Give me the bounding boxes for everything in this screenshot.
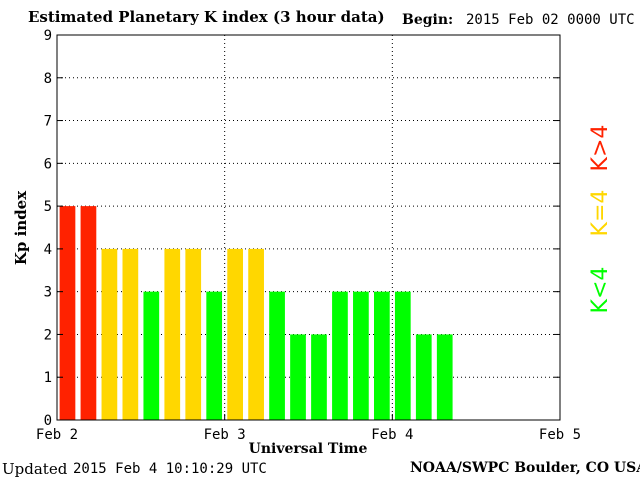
y-tick-label: 2	[44, 327, 52, 343]
kp-bar	[373, 291, 390, 420]
x-axis-label: Universal Time	[249, 441, 368, 457]
x-tick-label: Feb 4	[371, 427, 413, 443]
y-tick-label: 4	[44, 242, 52, 258]
y-tick-label: 6	[44, 156, 52, 172]
x-axis: Feb 2 Feb 3 Feb 4 Feb 5	[36, 414, 581, 443]
kp-bar	[80, 206, 97, 420]
chart-title: Estimated Planetary K index (3 hour data…	[28, 8, 385, 26]
y-tick-label: 7	[44, 114, 52, 130]
legend-k-equal-4: K=4	[588, 190, 613, 237]
kp-bar	[185, 248, 202, 420]
x-tick-label: Feb 2	[36, 427, 78, 443]
kp-bar	[394, 291, 411, 420]
y-axis: 0 1 2 3 4 5 6 7 8 9	[44, 28, 560, 429]
y-tick-label: 3	[44, 285, 52, 301]
kp-bar	[311, 334, 327, 420]
x-tick-label: Feb 3	[204, 427, 246, 443]
credit-text: NOAA/SWPC Boulder, CO USA	[410, 460, 640, 476]
kp-bar	[415, 334, 432, 420]
y-tick-label: 5	[44, 199, 52, 215]
plot-frame	[56, 34, 561, 421]
kp-bar	[290, 334, 306, 420]
kp-bar	[248, 248, 264, 420]
x-tick-label: Feb 5	[539, 427, 581, 443]
y-tick-label: 0	[44, 413, 52, 429]
bar-series	[59, 206, 453, 420]
kp-bar	[101, 248, 118, 420]
updated-label: Updated	[2, 460, 68, 478]
begin-date: 2015 Feb 02 0000 UTC	[466, 12, 635, 28]
y-tick-label: 1	[44, 370, 52, 386]
updated-timestamp: 2015 Feb 4 10:10:29 UTC	[73, 461, 267, 477]
grid-lines	[57, 34, 560, 420]
legend-k-above-4: K>4	[588, 125, 613, 172]
y-tick-label: 9	[44, 28, 52, 44]
kp-bar	[206, 291, 223, 420]
kp-bar	[143, 291, 160, 420]
y-tick-label: 8	[44, 71, 52, 87]
kp-bar	[332, 291, 348, 420]
kp-bar	[353, 291, 369, 420]
y-axis-label: Kp index	[12, 190, 30, 265]
kp-bar	[59, 206, 76, 420]
kp-bar	[164, 248, 181, 420]
kp-bar	[227, 248, 244, 420]
kp-bar	[122, 248, 139, 420]
legend-k-below-4: K<4	[588, 267, 613, 314]
begin-label: Begin:	[402, 12, 454, 28]
kp-bar	[436, 334, 453, 420]
kp-bar	[269, 291, 285, 420]
